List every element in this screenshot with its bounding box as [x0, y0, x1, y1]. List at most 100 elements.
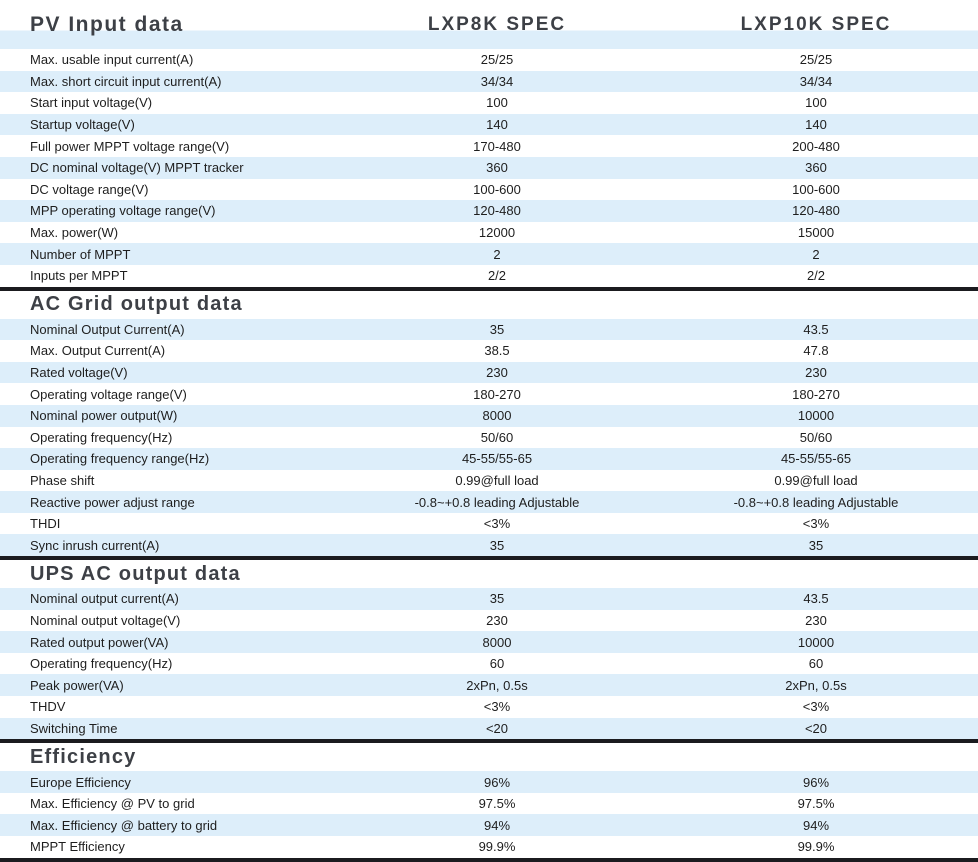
value-lxp8k: 0.99@full load [455, 472, 539, 488]
spec-row: Full power MPPT voltage range(V) 170-480 2… [0, 135, 978, 157]
spec-row: Nominal output voltage(V) 230 230 [0, 609, 978, 632]
value-lxp10k: 43.5 [803, 591, 829, 607]
row-label: Rated voltage(V) [30, 365, 128, 381]
value-lxp10k: 10000 [797, 634, 835, 650]
value-lxp8k: 8000 [482, 408, 512, 424]
value-lxp10k: -0.8~+0.8 leading Adjustable [733, 494, 899, 510]
value-lxp10k: 180-270 [792, 386, 840, 402]
row-label: Europe Efficiency [30, 774, 131, 790]
value-lxp10k: 99.9% [797, 839, 835, 855]
value-lxp10k: 47.8 [803, 343, 829, 359]
value-lxp8k: 34/34 [480, 73, 514, 89]
section-header-ac-grid-output-data: AC Grid output data [0, 290, 978, 319]
spec-row: Peak power(VA) 2xPn, 0.5s 2xPn, 0.5s [0, 674, 978, 697]
spec-row: Max. Efficiency @ battery to grid 94% 94% [0, 814, 978, 836]
spec-row: Switching Time <20 <20 [0, 717, 978, 740]
value-lxp8k: 8000 [482, 634, 512, 650]
spec-row: Operating frequency range(Hz) 45-55/55-65… [0, 448, 978, 470]
spec-row: Startup voltage(V) 140 140 [0, 113, 978, 136]
value-lxp10k: 100 [805, 95, 827, 111]
value-lxp10k: 230 [805, 365, 827, 381]
spec-row: Europe Efficiency 96% 96% [0, 771, 978, 793]
value-lxp8k: <3% [483, 699, 511, 715]
column-header-lxp10k-spec: LXP10K SPEC [740, 13, 892, 35]
spec-row: Rated voltage(V) 230 230 [0, 361, 978, 384]
spec-row: Nominal output current(A) 35 43.5 [0, 588, 978, 610]
value-lxp8k: 170-480 [473, 138, 521, 154]
spec-row: Rated output power(VA) 8000 10000 [0, 631, 978, 653]
spec-row: Phase shift 0.99@full load 0.99@full load [0, 469, 978, 492]
section-title-ups-ac-output-data: UPS AC output data [30, 562, 241, 585]
value-lxp10k: 140 [805, 117, 827, 133]
table-header-row: PV Input data LXP8K SPEC LXP10K SPEC [0, 0, 978, 49]
row-label: Rated output power(VA) [30, 634, 169, 650]
value-lxp10k: 45-55/55-65 [780, 451, 852, 467]
section-title-efficiency: Efficiency [30, 745, 137, 768]
value-lxp8k: 100-600 [473, 181, 521, 197]
spec-row: Operating frequency(Hz) 60 60 [0, 652, 978, 675]
section-divider [0, 556, 978, 561]
value-lxp8k: 38.5 [484, 343, 510, 359]
spec-row: MPP operating voltage range(V) 120-480 120… [0, 200, 978, 222]
table-body: Max. usable input current(A) 25/25 25/25 Ma… [0, 49, 978, 858]
row-label: Reactive power adjust range [30, 494, 195, 510]
value-lxp10k: <3% [802, 699, 830, 715]
value-lxp8k: 100 [486, 95, 508, 111]
value-lxp8k: 50/60 [480, 429, 514, 445]
value-lxp8k: 25/25 [480, 52, 514, 68]
row-label: Nominal output current(A) [30, 591, 179, 607]
value-lxp10k: 120-480 [792, 203, 840, 219]
spec-row: THDI <3% <3% [0, 512, 978, 535]
spec-row: Start input voltage(V) 100 100 [0, 92, 978, 114]
value-lxp10k: 2xPn, 0.5s [785, 677, 847, 693]
value-lxp10k: 15000 [797, 225, 835, 241]
value-lxp10k: 94% [802, 817, 830, 833]
value-lxp8k: 230 [486, 365, 508, 381]
value-lxp8k: 99.9% [478, 839, 516, 855]
value-lxp10k: 97.5% [797, 796, 835, 812]
value-lxp8k: 2 [493, 246, 501, 262]
value-lxp10k: 230 [805, 612, 827, 628]
value-lxp8k: 120-480 [473, 203, 521, 219]
value-lxp10k: 100-600 [792, 181, 840, 197]
spec-row: Number of MPPT 2 2 [0, 243, 978, 265]
row-label: Max. usable input current(A) [30, 52, 194, 68]
row-label: Nominal output voltage(V) [30, 612, 181, 628]
section-title-ac-grid-output-data: AC Grid output data [30, 293, 243, 316]
row-label: Sync inrush current(A) [30, 537, 160, 553]
section-header-ups-ac-output-data: UPS AC output data [0, 560, 978, 589]
value-lxp10k: 43.5 [803, 321, 829, 337]
spec-row: MPPT Efficiency 99.9% 99.9% [0, 836, 978, 858]
value-lxp8k: 2/2 [487, 268, 507, 284]
value-lxp8k: 35 [489, 321, 505, 337]
value-lxp10k: 34/34 [799, 73, 833, 89]
spec-row: Inputs per MPPT 2/2 2/2 [0, 264, 978, 287]
row-label: THDV [30, 699, 66, 715]
spec-row: Nominal Output Current(A) 35 43.5 [0, 318, 978, 341]
spec-row: Max. Efficiency @ PV to grid 97.5% 97.5% [0, 792, 978, 815]
value-lxp8k: 45-55/55-65 [461, 451, 533, 467]
row-label: Operating voltage range(V) [30, 386, 187, 402]
row-label: Number of MPPT [30, 246, 131, 262]
spec-row: Reactive power adjust range -0.8~+0.8 lea… [0, 491, 978, 513]
value-lxp10k: <20 [804, 720, 828, 736]
section-title-pv-input-data: PV Input data [30, 12, 184, 36]
section-divider [0, 739, 978, 744]
value-lxp10k: <3% [802, 516, 830, 532]
value-lxp8k: 12000 [478, 225, 516, 241]
value-lxp10k: 360 [805, 160, 827, 176]
row-label: Operating frequency(Hz) [30, 656, 173, 672]
row-label: Max. Output Current(A) [30, 343, 166, 359]
section-header-efficiency: Efficiency [0, 743, 978, 772]
row-label: Peak power(VA) [30, 677, 124, 693]
spec-row: Nominal power output(W) 8000 10000 [0, 404, 978, 427]
row-label: Nominal power output(W) [30, 408, 178, 424]
value-lxp10k: 35 [808, 537, 824, 553]
column-header-lxp8k-spec: LXP8K SPEC [427, 13, 567, 35]
value-lxp8k: 60 [489, 656, 505, 672]
row-label: Max. power(W) [30, 225, 119, 241]
row-label: THDI [30, 516, 61, 532]
row-label: Start input voltage(V) [30, 95, 153, 111]
value-lxp8k: <3% [483, 516, 511, 532]
value-lxp8k: 140 [486, 117, 508, 133]
